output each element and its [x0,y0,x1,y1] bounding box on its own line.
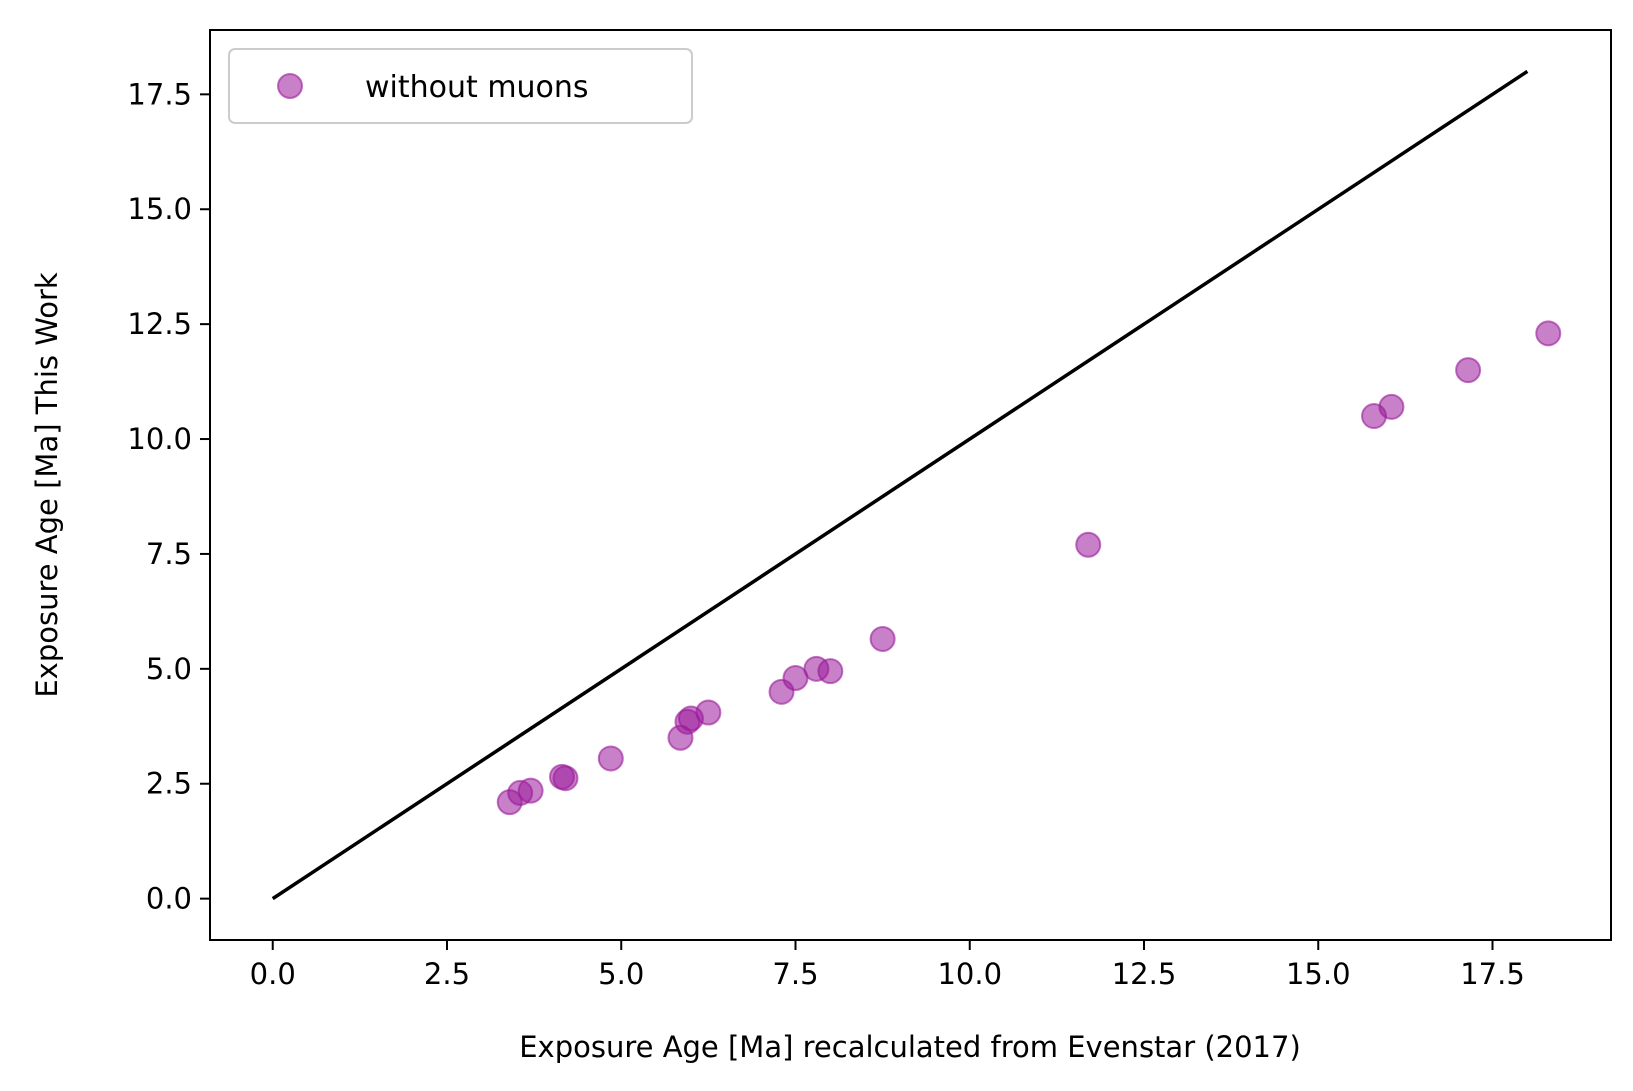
data-point [597,745,624,772]
legend-label: without muons [365,70,589,105]
x-tick-label: 0.0 [250,957,296,991]
y-tick-label: 17.5 [127,77,192,111]
data-point [552,765,579,792]
data-point [517,777,544,804]
data-point [695,699,722,726]
legend: without muons [228,48,693,124]
y-tick-label: 2.5 [146,767,192,801]
y-axis-ticks: 0.0 2.5 5.0 7.5 10.0 12.5 15.0 17.5 [127,77,210,916]
data-point [1455,357,1482,384]
data-point [817,658,844,685]
plot-background [210,30,1611,940]
identity-line [271,69,1529,901]
x-tick-label: 17.5 [1460,957,1525,991]
x-tick-label: 2.5 [424,957,470,991]
data-point [1075,531,1102,558]
y-tick-label: 5.0 [146,652,192,686]
y-tick-label: 12.5 [127,307,192,341]
y-tick-label: 7.5 [146,537,192,571]
y-tick-label: 15.0 [127,192,192,226]
data-point [869,625,896,652]
plot-frame [209,29,1612,941]
x-tick-label: 10.0 [937,957,1002,991]
y-tick-label: 10.0 [127,422,192,456]
x-tick-label: 5.0 [598,957,644,991]
x-axis-label: Exposure Age [Ma] recalculated from Even… [519,1030,1301,1064]
data-point [1535,320,1562,347]
data-marks [271,69,1562,901]
x-tick-label: 7.5 [772,957,818,991]
y-axis-label: Exposure Age [Ma] This Work [30,272,64,698]
x-axis-ticks: 0.0 2.5 5.0 7.5 10.0 12.5 15.0 17.5 [250,940,1525,991]
data-point [1378,393,1405,420]
x-tick-label: 15.0 [1286,957,1351,991]
legend-marker [277,73,303,99]
x-tick-label: 12.5 [1112,957,1177,991]
y-tick-label: 0.0 [146,882,192,916]
legend-box [228,48,693,124]
